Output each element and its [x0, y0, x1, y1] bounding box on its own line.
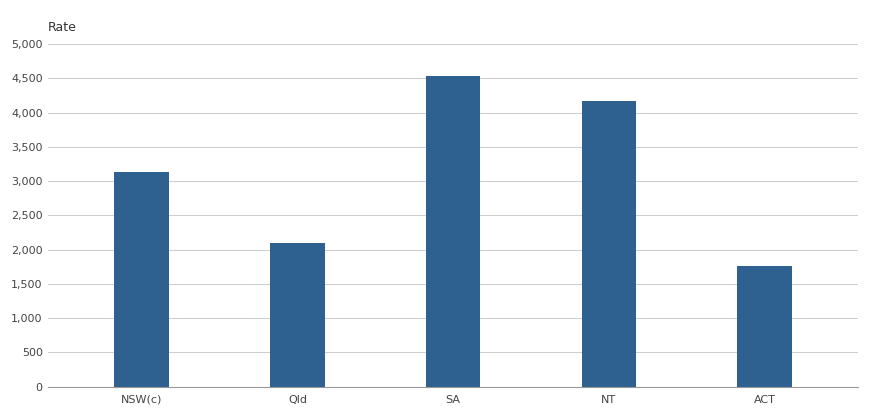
Text: Rate: Rate	[48, 21, 76, 34]
Bar	[737, 266, 792, 386]
Bar	[115, 171, 169, 386]
Bar	[581, 101, 636, 386]
Bar	[270, 243, 325, 386]
Bar	[426, 76, 481, 386]
